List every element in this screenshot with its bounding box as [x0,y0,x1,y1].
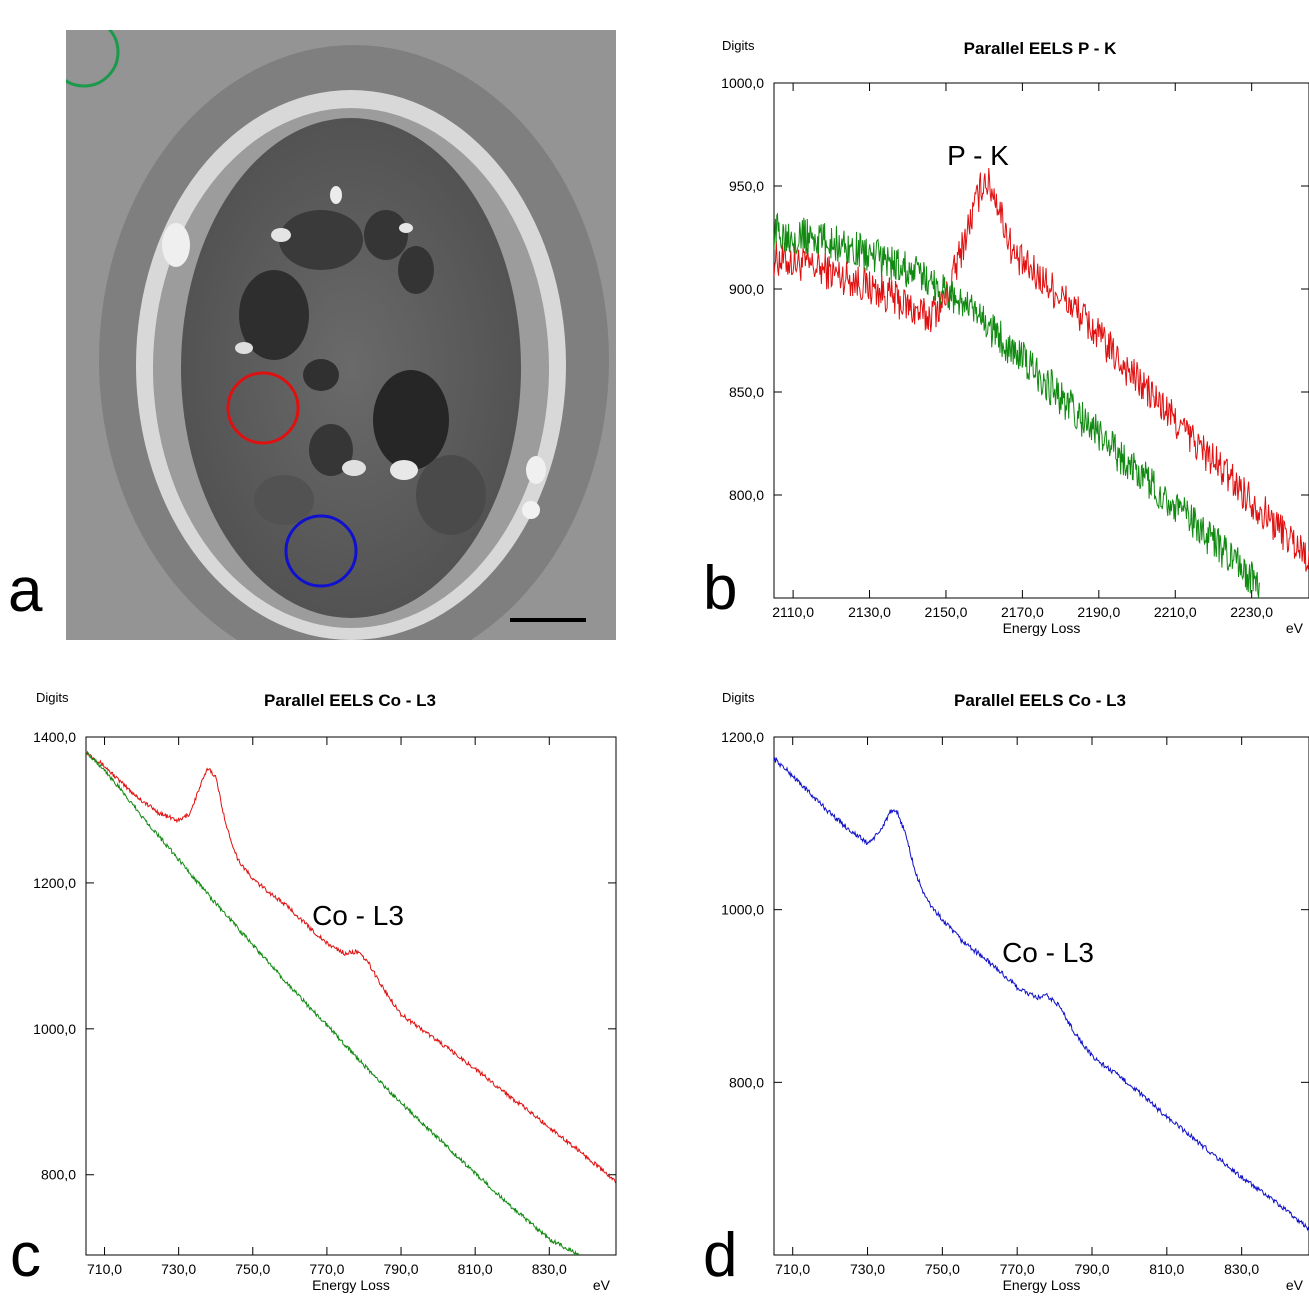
x-tick-label: 810,0 [1149,1261,1184,1277]
panel-letter-b: b [703,554,738,623]
x-tick-label: 790,0 [1074,1261,1109,1277]
region-marker-red [226,371,300,445]
peak-annotation: Co - L3 [1002,937,1094,968]
x-axis-label: Energy Loss [1003,620,1081,636]
y-tick-label: 800,0 [729,1074,764,1090]
series-line-green [86,751,580,1255]
x-tick-label: 770,0 [309,1261,344,1277]
x-tick-label: 2130,0 [848,604,891,620]
y-tick-label: 1400,0 [33,729,76,745]
x-tick-label: 710,0 [775,1261,810,1277]
x-tick-label: 750,0 [235,1261,270,1277]
y-tick-label: 850,0 [729,384,764,400]
y-tick-label: 900,0 [729,281,764,297]
x-tick-label: 830,0 [532,1261,567,1277]
series-line-green [774,212,1260,598]
y-tick-label: 950,0 [729,178,764,194]
x-tick-label: 810,0 [458,1261,493,1277]
x-tick-label: 2230,0 [1230,604,1273,620]
x-axis-label: Energy Loss [1003,1277,1081,1293]
x-tick-label: 2170,0 [1001,604,1044,620]
y-axis-label: Digits [36,690,69,705]
x-tick-label: 2150,0 [925,604,968,620]
chart-b: Parallel EELS P - K Digits 800,0 850,0 900,0… [721,38,1309,636]
x-axis-unit: eV [1286,620,1304,636]
y-tick-label: 1000,0 [33,1021,76,1037]
x-tick-label: 830,0 [1224,1261,1259,1277]
x-axis-unit: eV [1286,1277,1304,1293]
y-tick-label: 1200,0 [721,729,764,745]
panel-letter-c: c [10,1221,41,1290]
micrograph-image [66,30,616,640]
x-tick-label: 770,0 [1000,1261,1035,1277]
y-tick-label: 1200,0 [33,875,76,891]
region-marker-green [66,30,120,88]
chart-c: Parallel EELS Co - L3 Digits 800,0 1000,0 12… [33,690,617,1293]
x-tick-label: 2110,0 [772,604,814,620]
plot-frame [773,82,1309,599]
x-tick-label: 750,0 [925,1261,960,1277]
y-tick-label: 800,0 [729,487,764,503]
y-tick-label: 1000,0 [721,75,764,91]
y-tick-label: 1000,0 [721,902,764,918]
micrograph-panel [66,30,616,640]
panel-letter-a: a [8,556,43,625]
panel-letter-d: d [703,1221,738,1290]
series-line-red [86,750,616,1184]
chart-title: Parallel EELS Co - L3 [264,691,436,710]
y-tick-label: 800,0 [41,1167,76,1183]
x-tick-label: 2210,0 [1154,604,1197,620]
series-line-blue [774,756,1309,1232]
peak-annotation: Co - L3 [312,900,404,931]
plot-frame [773,736,1309,1256]
plot-frame [85,736,617,1256]
x-tick-label: 790,0 [384,1261,419,1277]
chart-title: Parallel EELS Co - L3 [954,691,1126,710]
y-axis-label: Digits [722,38,755,53]
region-marker-blue [284,514,358,588]
x-tick-label: 2190,0 [1077,604,1120,620]
x-tick-label: 730,0 [850,1261,885,1277]
y-axis-label: Digits [722,690,755,705]
chart-title: Parallel EELS P - K [964,39,1117,58]
x-tick-label: 730,0 [161,1261,196,1277]
peak-annotation: P - K [947,140,1009,171]
x-tick-label: 710,0 [87,1261,122,1277]
x-axis-unit: eV [593,1277,611,1293]
chart-d: Parallel EELS Co - L3 Digits 800,0 1000,0 12… [721,690,1309,1293]
x-axis-label: Energy Loss [312,1277,390,1293]
series-line-red [774,167,1309,572]
